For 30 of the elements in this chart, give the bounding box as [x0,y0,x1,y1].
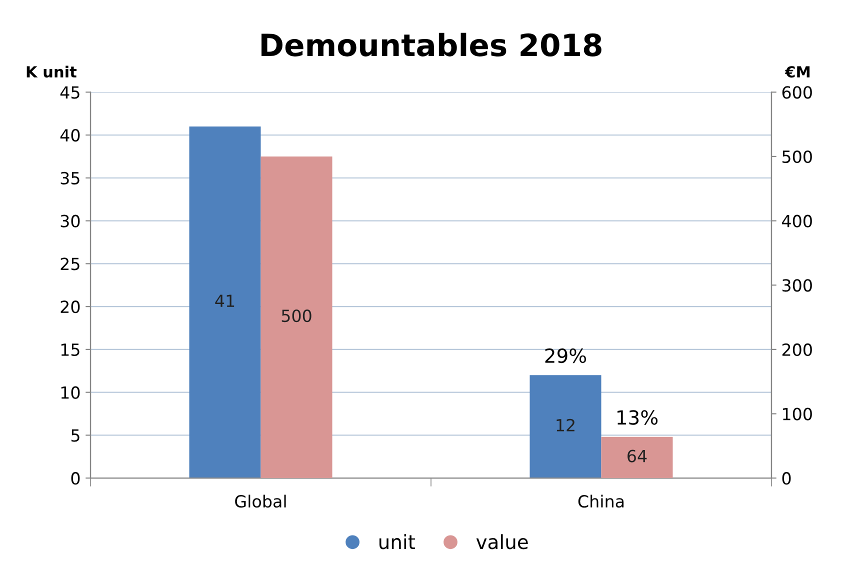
chart-title: Demountables 2018 [262,32,602,56]
x-tick-label: China [578,494,624,508]
annotation: 29% [545,348,586,364]
y-tick-label: 5 [71,429,80,442]
y-tick-label: 45 [60,86,80,99]
y-tick-label: 35 [60,172,80,184]
data-label: 64 [628,450,647,462]
y-tick-label: 25 [60,258,80,270]
data-label: 41 [215,294,234,307]
legend-label: value [476,534,528,550]
data-label: 12 [556,418,574,432]
y-tick-label: 40 [60,129,80,142]
y2-tick-label: 0 [782,472,791,485]
y-axis-title: K unit [26,66,77,78]
y2-tick-label: 100 [783,408,812,420]
data-label: 500 [282,310,312,322]
y-tick-label: 15 [61,344,80,356]
y2-tick-label: 500 [782,150,812,164]
legend-label: unit [379,534,416,550]
y-tick-label: 30 [60,214,80,228]
y2-axis-title: €M [784,66,810,78]
y-tick-label: 0 [71,472,80,485]
annotation: 13% [618,410,658,425]
y-tick-label: 10 [61,386,80,399]
y2-tick-label: 200 [782,343,812,356]
x-tick-label: Global [235,494,286,508]
y-tick-label: 20 [60,300,80,314]
y2-tick-label: 400 [782,214,812,228]
y2-tick-label: 600 [782,86,812,99]
y2-tick-label: 300 [782,279,812,292]
